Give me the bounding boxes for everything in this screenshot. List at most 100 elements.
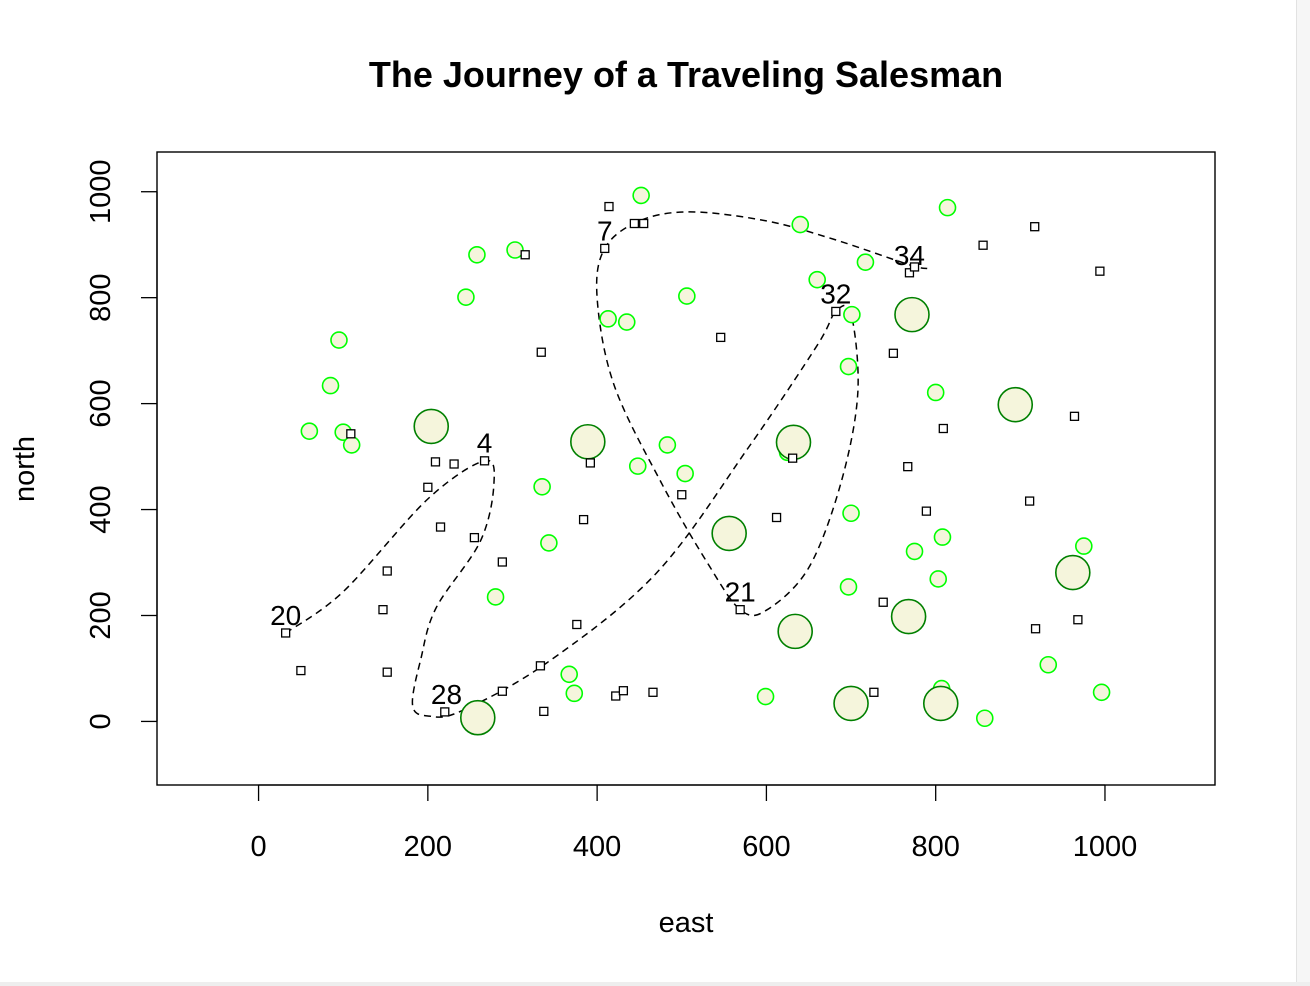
y-axis-label: north <box>9 436 41 502</box>
chart-title: The Journey of a Traveling Salesman <box>369 54 1003 95</box>
small-circle-point <box>839 578 858 596</box>
square-point <box>539 706 549 717</box>
square-point <box>1095 266 1105 276</box>
route-stop-label: 32 <box>820 278 851 309</box>
square-point <box>382 566 392 576</box>
small-circle-point <box>300 422 319 440</box>
small-circle-point <box>457 288 475 306</box>
square-point <box>604 201 614 212</box>
route-stop-label: 4 <box>477 427 493 458</box>
square-point <box>1030 222 1040 232</box>
square-point <box>904 268 915 278</box>
square-point <box>716 332 726 343</box>
square-point <box>346 429 356 439</box>
square-point <box>449 459 459 469</box>
square-point <box>978 240 988 250</box>
x-tick-label: 1000 <box>1073 831 1138 863</box>
small-circle-point <box>330 331 348 349</box>
route-stop-label: 21 <box>725 577 756 608</box>
small-circle-point <box>599 310 617 328</box>
small-circle-point <box>342 436 361 454</box>
axis-layer: 0 200 400 600 800 1000 0 200 400 600 800 1000 <box>85 159 1137 863</box>
small-circle-point <box>856 253 875 271</box>
square-point <box>430 457 441 467</box>
x-tick-label: 800 <box>911 831 959 863</box>
route-layer <box>285 211 928 718</box>
route-path <box>285 211 928 718</box>
square-point <box>378 605 388 615</box>
small-circle-point <box>540 534 558 552</box>
x-tick-label: 600 <box>742 831 790 863</box>
small-circle-point <box>843 305 861 324</box>
large-circle-point <box>894 296 930 333</box>
square-layer <box>281 201 1105 717</box>
square-point <box>831 306 841 317</box>
small-circle-point <box>678 287 696 305</box>
square-point <box>1069 411 1080 421</box>
square-point <box>677 490 687 500</box>
square-point <box>787 453 798 463</box>
small-circle-point <box>975 709 994 728</box>
large-circle-point <box>922 685 959 722</box>
y-tick-label: 800 <box>85 274 117 322</box>
square-point <box>629 218 640 229</box>
square-point <box>435 522 446 532</box>
route-label-layer: 20 4 28 7 32 21 34 <box>270 215 925 709</box>
square-point <box>1073 615 1083 625</box>
small-circle-point <box>676 464 694 483</box>
large-circle-point <box>711 515 747 552</box>
small-circle-point <box>658 436 677 454</box>
small-circle-point <box>533 477 551 496</box>
x-tick-label: 200 <box>404 831 452 863</box>
square-point <box>903 461 913 472</box>
square-point <box>611 691 621 701</box>
square-point <box>1030 624 1041 634</box>
x-axis-label: east <box>659 907 714 939</box>
large-circle-point <box>570 423 606 460</box>
square-point <box>869 687 879 697</box>
route-stop-label: 28 <box>431 679 462 710</box>
y-tick-label: 1000 <box>85 159 117 224</box>
small-circle-point <box>933 528 952 546</box>
square-point <box>572 619 582 630</box>
large-circle-point <box>997 386 1034 423</box>
x-tick-label: 0 <box>250 831 266 863</box>
square-point <box>938 423 948 434</box>
square-point <box>648 687 658 697</box>
square-point <box>296 665 306 676</box>
small-circle-point <box>839 357 858 376</box>
y-tick-label: 400 <box>85 485 117 533</box>
large-circle-point <box>413 408 450 445</box>
small-circle-point <box>926 383 945 402</box>
small-circle-point <box>628 457 647 475</box>
small-circle-point <box>506 241 524 259</box>
large-circle-point <box>1055 554 1091 591</box>
small-circle-point <box>565 684 584 703</box>
square-point <box>735 605 745 615</box>
square-point <box>520 250 530 260</box>
small-circle-point <box>938 198 957 217</box>
square-point <box>578 514 589 525</box>
small-circle-point <box>756 687 775 706</box>
square-point <box>469 532 480 543</box>
route-stop-label: 7 <box>597 215 613 246</box>
square-point <box>639 218 649 229</box>
square-point <box>423 482 433 492</box>
small-circle-point <box>617 313 636 331</box>
square-point <box>281 628 291 638</box>
square-point <box>909 262 920 272</box>
small-circle-point <box>1092 683 1111 702</box>
square-point <box>382 667 392 677</box>
square-point <box>878 597 888 607</box>
square-point <box>497 686 507 696</box>
square-point <box>440 707 450 717</box>
square-point <box>536 347 546 357</box>
square-point <box>771 512 782 523</box>
window-edge-bottom <box>0 982 1310 986</box>
small-circle-point <box>842 504 860 523</box>
large-circle-point <box>777 613 813 650</box>
small-circle-point <box>321 376 340 395</box>
square-point <box>921 506 932 516</box>
large-circle-point <box>459 699 496 736</box>
